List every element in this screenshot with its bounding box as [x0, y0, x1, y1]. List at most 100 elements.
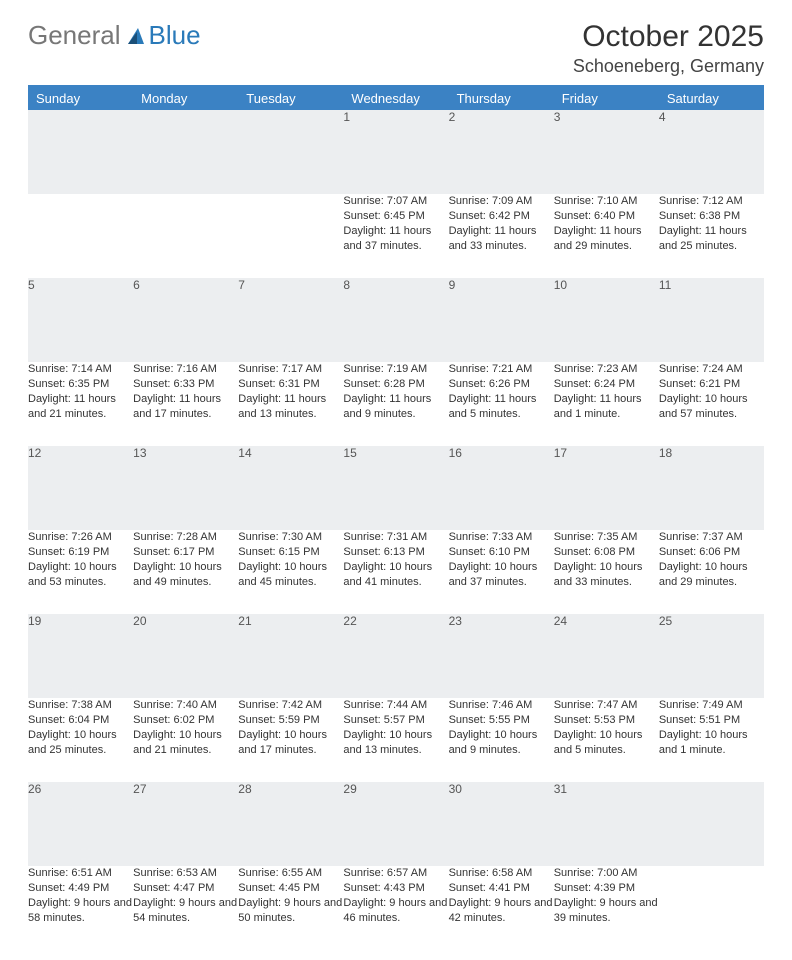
- sunset-text: Sunset: 6:45 PM: [343, 209, 448, 224]
- day-number-cell: 1: [343, 110, 448, 194]
- day-detail-cell: [238, 194, 343, 278]
- detail-row: Sunrise: 7:38 AMSunset: 6:04 PMDaylight:…: [28, 698, 764, 782]
- daylight-text: Daylight: 10 hours and 21 minutes.: [133, 728, 238, 758]
- detail-row: Sunrise: 6:51 AMSunset: 4:49 PMDaylight:…: [28, 866, 764, 950]
- daylight-text: Daylight: 11 hours and 37 minutes.: [343, 224, 448, 254]
- day-number-cell: 11: [659, 278, 764, 362]
- day-detail-cell: Sunrise: 7:31 AMSunset: 6:13 PMDaylight:…: [343, 530, 448, 614]
- daylight-text: Daylight: 9 hours and 46 minutes.: [343, 896, 448, 926]
- daylight-text: Daylight: 10 hours and 17 minutes.: [238, 728, 343, 758]
- sunset-text: Sunset: 5:51 PM: [659, 713, 764, 728]
- daynum-row: 12131415161718: [28, 446, 764, 530]
- daylight-text: Daylight: 10 hours and 41 minutes.: [343, 560, 448, 590]
- calendar-body: 1234Sunrise: 7:07 AMSunset: 6:45 PMDayli…: [28, 110, 764, 950]
- day-detail-cell: Sunrise: 7:24 AMSunset: 6:21 PMDaylight:…: [659, 362, 764, 446]
- page-title: October 2025: [573, 20, 764, 54]
- day-detail-cell: Sunrise: 7:47 AMSunset: 5:53 PMDaylight:…: [554, 698, 659, 782]
- day-number-cell: 18: [659, 446, 764, 530]
- brand-text-2: Blue: [149, 20, 201, 51]
- day-detail-cell: Sunrise: 7:33 AMSunset: 6:10 PMDaylight:…: [449, 530, 554, 614]
- daylight-text: Daylight: 11 hours and 1 minute.: [554, 392, 659, 422]
- sunset-text: Sunset: 6:13 PM: [343, 545, 448, 560]
- day-detail-cell: Sunrise: 7:21 AMSunset: 6:26 PMDaylight:…: [449, 362, 554, 446]
- sunset-text: Sunset: 6:02 PM: [133, 713, 238, 728]
- weekday-header: Monday: [133, 87, 238, 110]
- day-number-cell: 15: [343, 446, 448, 530]
- daylight-text: Daylight: 11 hours and 25 minutes.: [659, 224, 764, 254]
- sunrise-text: Sunrise: 7:07 AM: [343, 194, 448, 209]
- weekday-header: Thursday: [449, 87, 554, 110]
- sunrise-text: Sunrise: 7:35 AM: [554, 530, 659, 545]
- sunset-text: Sunset: 5:53 PM: [554, 713, 659, 728]
- sunset-text: Sunset: 6:24 PM: [554, 377, 659, 392]
- daylight-text: Daylight: 9 hours and 50 minutes.: [238, 896, 343, 926]
- day-number-cell: 10: [554, 278, 659, 362]
- sunrise-text: Sunrise: 7:12 AM: [659, 194, 764, 209]
- sunset-text: Sunset: 5:57 PM: [343, 713, 448, 728]
- day-number-cell: 21: [238, 614, 343, 698]
- sunset-text: Sunset: 4:41 PM: [449, 881, 554, 896]
- sunset-text: Sunset: 6:28 PM: [343, 377, 448, 392]
- day-detail-cell: Sunrise: 7:14 AMSunset: 6:35 PMDaylight:…: [28, 362, 133, 446]
- detail-row: Sunrise: 7:07 AMSunset: 6:45 PMDaylight:…: [28, 194, 764, 278]
- day-number-cell: 2: [449, 110, 554, 194]
- sunrise-text: Sunrise: 7:14 AM: [28, 362, 133, 377]
- daylight-text: Daylight: 11 hours and 9 minutes.: [343, 392, 448, 422]
- daylight-text: Daylight: 10 hours and 13 minutes.: [343, 728, 448, 758]
- sunset-text: Sunset: 6:35 PM: [28, 377, 133, 392]
- day-number-cell: 3: [554, 110, 659, 194]
- day-number-cell: 23: [449, 614, 554, 698]
- sunrise-text: Sunrise: 7:17 AM: [238, 362, 343, 377]
- calendar-table: SundayMondayTuesdayWednesdayThursdayFrid…: [28, 87, 764, 950]
- daylight-text: Daylight: 10 hours and 1 minute.: [659, 728, 764, 758]
- day-number-cell: 19: [28, 614, 133, 698]
- daylight-text: Daylight: 10 hours and 5 minutes.: [554, 728, 659, 758]
- sunrise-text: Sunrise: 7:49 AM: [659, 698, 764, 713]
- day-detail-cell: Sunrise: 7:46 AMSunset: 5:55 PMDaylight:…: [449, 698, 554, 782]
- sunrise-text: Sunrise: 7:21 AM: [449, 362, 554, 377]
- day-detail-cell: Sunrise: 7:28 AMSunset: 6:17 PMDaylight:…: [133, 530, 238, 614]
- daylight-text: Daylight: 11 hours and 17 minutes.: [133, 392, 238, 422]
- daylight-text: Daylight: 9 hours and 42 minutes.: [449, 896, 554, 926]
- sunrise-text: Sunrise: 7:24 AM: [659, 362, 764, 377]
- daylight-text: Daylight: 10 hours and 49 minutes.: [133, 560, 238, 590]
- sunset-text: Sunset: 6:04 PM: [28, 713, 133, 728]
- daynum-row: 19202122232425: [28, 614, 764, 698]
- sunrise-text: Sunrise: 7:28 AM: [133, 530, 238, 545]
- day-detail-cell: Sunrise: 6:57 AMSunset: 4:43 PMDaylight:…: [343, 866, 448, 950]
- day-number-cell: 6: [133, 278, 238, 362]
- weekday-header: Friday: [554, 87, 659, 110]
- sunrise-text: Sunrise: 6:53 AM: [133, 866, 238, 881]
- daylight-text: Daylight: 11 hours and 13 minutes.: [238, 392, 343, 422]
- sunrise-text: Sunrise: 7:38 AM: [28, 698, 133, 713]
- day-detail-cell: Sunrise: 7:37 AMSunset: 6:06 PMDaylight:…: [659, 530, 764, 614]
- day-number-cell: 25: [659, 614, 764, 698]
- day-number-cell: 16: [449, 446, 554, 530]
- sunrise-text: Sunrise: 7:30 AM: [238, 530, 343, 545]
- daylight-text: Daylight: 9 hours and 54 minutes.: [133, 896, 238, 926]
- day-detail-cell: Sunrise: 7:40 AMSunset: 6:02 PMDaylight:…: [133, 698, 238, 782]
- weekday-header: Wednesday: [343, 87, 448, 110]
- sunrise-text: Sunrise: 6:51 AM: [28, 866, 133, 881]
- sunrise-text: Sunrise: 7:47 AM: [554, 698, 659, 713]
- day-number-cell: 13: [133, 446, 238, 530]
- daylight-text: Daylight: 10 hours and 37 minutes.: [449, 560, 554, 590]
- sail-icon: [125, 25, 147, 47]
- sunset-text: Sunset: 6:08 PM: [554, 545, 659, 560]
- day-number-cell: [659, 782, 764, 866]
- day-number-cell: 7: [238, 278, 343, 362]
- day-detail-cell: Sunrise: 7:12 AMSunset: 6:38 PMDaylight:…: [659, 194, 764, 278]
- daylight-text: Daylight: 10 hours and 29 minutes.: [659, 560, 764, 590]
- daylight-text: Daylight: 9 hours and 58 minutes.: [28, 896, 133, 926]
- sunrise-text: Sunrise: 7:26 AM: [28, 530, 133, 545]
- sunrise-text: Sunrise: 6:55 AM: [238, 866, 343, 881]
- daynum-row: 1234: [28, 110, 764, 194]
- sunset-text: Sunset: 5:59 PM: [238, 713, 343, 728]
- day-detail-cell: Sunrise: 7:38 AMSunset: 6:04 PMDaylight:…: [28, 698, 133, 782]
- day-detail-cell: Sunrise: 7:26 AMSunset: 6:19 PMDaylight:…: [28, 530, 133, 614]
- day-detail-cell: [659, 866, 764, 950]
- calendar-page: General Blue October 2025 Schoeneberg, G…: [0, 0, 792, 960]
- sunset-text: Sunset: 6:26 PM: [449, 377, 554, 392]
- daylight-text: Daylight: 10 hours and 33 minutes.: [554, 560, 659, 590]
- sunrise-text: Sunrise: 6:58 AM: [449, 866, 554, 881]
